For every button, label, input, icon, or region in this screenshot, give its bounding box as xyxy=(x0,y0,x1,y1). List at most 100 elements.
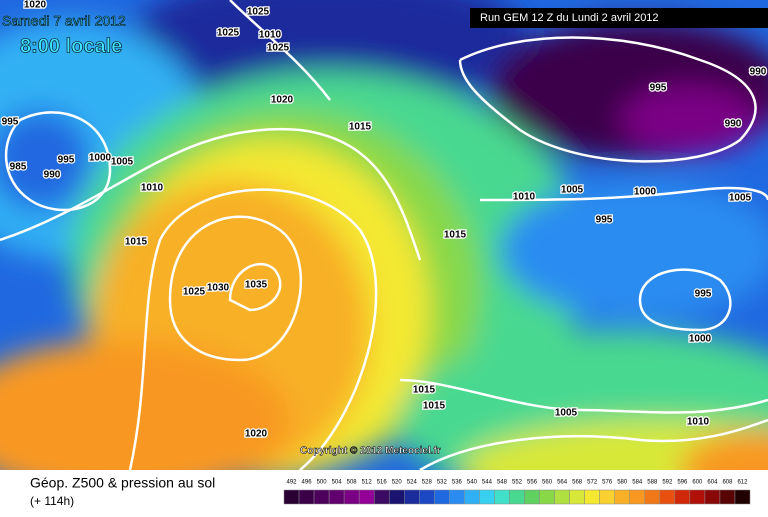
scale-swatch xyxy=(358,489,375,505)
scale-label: 536 xyxy=(452,480,463,486)
scale-swatch xyxy=(569,489,585,505)
scale-label: 520 xyxy=(392,480,403,486)
scale-label: 612 xyxy=(737,480,748,486)
isobar-label: 1015 xyxy=(413,385,436,396)
isobar-label: 1025 xyxy=(183,287,206,298)
scale-swatch xyxy=(539,489,555,505)
scale-swatch xyxy=(434,489,450,505)
run: Run GEM 12 Z du Lundi 2 avril 2012 xyxy=(480,12,659,24)
isobar-label: 1015 xyxy=(125,237,148,248)
color-scale: 492 496 500 504 508 512 516 520 524 528 532 536 540 5… xyxy=(283,480,751,505)
isobar-label: 1000 xyxy=(689,334,712,345)
scale-label: 608 xyxy=(722,480,733,486)
isobar-label: 1015 xyxy=(349,122,372,133)
scale-swatch xyxy=(689,489,706,505)
isobar-label: 1025 xyxy=(247,7,270,18)
scale-label: 576 xyxy=(602,480,613,486)
scale-label: 592 xyxy=(662,480,673,486)
scale-swatch xyxy=(704,489,721,505)
isobar-label: 1010 xyxy=(513,192,536,203)
run-box xyxy=(470,8,768,28)
scale-label: 516 xyxy=(377,480,388,486)
isobar-label: 1000 xyxy=(89,153,112,164)
scale-label: 556 xyxy=(527,480,538,486)
scale-swatch xyxy=(313,489,330,505)
isobar-label: 990 xyxy=(44,170,61,181)
isobar-label: 995 xyxy=(2,117,19,128)
isobar-label: 995 xyxy=(695,289,712,300)
scale-swatch xyxy=(494,489,510,505)
isobar-label: 995 xyxy=(650,83,667,94)
scale-label: 528 xyxy=(422,480,433,486)
scale-swatch xyxy=(509,489,525,505)
scale-label: 564 xyxy=(557,480,568,486)
isobar-label: 995 xyxy=(58,155,75,166)
scale-label: 500 xyxy=(317,480,328,486)
scale-swatch xyxy=(479,489,495,505)
isobar-label: 1005 xyxy=(555,408,578,419)
isobar-label: 995 xyxy=(596,215,613,226)
scale-label: 512 xyxy=(362,480,373,486)
isobar-label: 990 xyxy=(750,67,767,78)
scale-swatch xyxy=(614,489,630,505)
scale-label: 496 xyxy=(302,480,313,486)
footer-lead: (+ 114h) xyxy=(30,494,74,508)
scale-swatch xyxy=(524,489,540,505)
scale-swatch xyxy=(584,489,600,505)
scale-label: 504 xyxy=(332,480,343,486)
isobar-label: 1015 xyxy=(423,401,446,412)
scale-swatch xyxy=(644,489,661,505)
scale-swatch xyxy=(449,489,465,505)
isobar-label: 1005 xyxy=(111,157,134,168)
scale-label: 508 xyxy=(347,480,358,486)
isobar-label: 985 xyxy=(10,162,27,173)
isobar-label: 1025 xyxy=(267,43,290,54)
scale-swatch xyxy=(659,489,676,505)
isobar-label: 1005 xyxy=(561,185,584,196)
scale-swatch xyxy=(629,489,646,505)
isobar-label: 1035 xyxy=(245,280,268,291)
footer-title: Géop. Z500 & pression au sol xyxy=(30,475,215,491)
scale-swatch xyxy=(373,489,390,505)
scale-label: 532 xyxy=(437,480,448,486)
isobar-label: 1020 xyxy=(24,0,47,11)
scale-label: 548 xyxy=(497,480,508,486)
scale-label: 560 xyxy=(542,480,553,486)
scale-swatch xyxy=(298,489,315,505)
scale-label: 600 xyxy=(692,480,703,486)
scale-label: 552 xyxy=(512,480,523,486)
isobar-label: 1015 xyxy=(444,230,467,241)
scale-label: 524 xyxy=(407,480,418,486)
scale-swatch xyxy=(554,489,570,505)
isobar-label: 1000 xyxy=(634,187,657,198)
isobar-label: 1030 xyxy=(207,283,230,294)
scale-swatch xyxy=(328,489,345,505)
scale-swatch xyxy=(404,489,420,505)
scale-label: 568 xyxy=(572,480,583,486)
isobar-label: 1020 xyxy=(245,429,268,440)
isobar-label: 1010 xyxy=(259,30,282,41)
isobar-label: 1010 xyxy=(141,183,164,194)
scale-swatch xyxy=(674,489,691,505)
scale-swatch xyxy=(599,489,615,505)
scale-label: 588 xyxy=(647,480,658,486)
time: 8:00 locale xyxy=(20,35,122,57)
scale-label: 492 xyxy=(287,480,298,486)
scale-label: 572 xyxy=(587,480,598,486)
isobar-label: 1010 xyxy=(687,417,710,428)
scale-swatch xyxy=(388,489,405,505)
isobar-label: 1005 xyxy=(729,193,752,204)
isobar-label: 1025 xyxy=(217,28,240,39)
scale-swatch xyxy=(283,489,300,505)
scale-label: 544 xyxy=(482,480,493,486)
scale-label: 540 xyxy=(467,480,478,486)
copyright: Copyright © 2012 Meteociel.fr xyxy=(300,446,441,457)
scale-label: 596 xyxy=(677,480,688,486)
scale-label: 584 xyxy=(632,480,643,486)
scale-swatch xyxy=(419,489,435,505)
isobar-label: 990 xyxy=(725,119,742,130)
scale-swatch xyxy=(734,489,751,505)
